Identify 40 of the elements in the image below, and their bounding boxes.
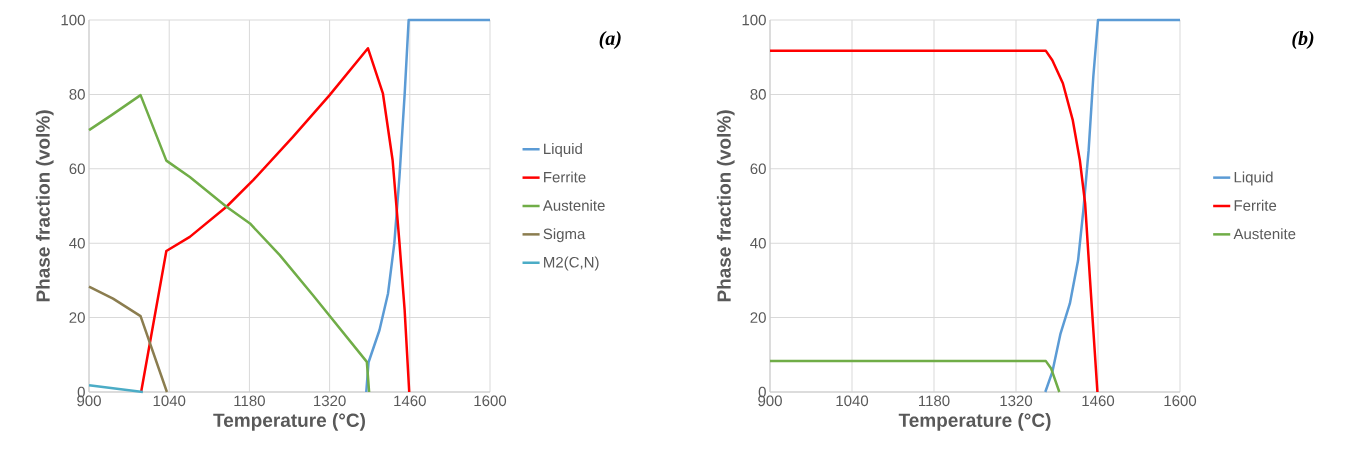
line-series (87, 285, 169, 394)
x-tick-label: 1460 (394, 395, 426, 407)
x-tick-label: 1320 (314, 395, 346, 407)
text: (a) (599, 30, 621, 50)
x-tick-label: 1040 (836, 395, 869, 407)
x-tick-label: 1180 (919, 395, 950, 407)
y-tick-label: 40 (69, 237, 85, 249)
legend-label: Liquid (544, 143, 582, 158)
legend-label: Austenite (542, 199, 605, 211)
legend-label: Ferrite (544, 171, 586, 183)
line-series (1044, 18, 1182, 394)
y-tick-label: 60 (69, 163, 85, 175)
y-tick-label: 100 (61, 14, 85, 26)
line-series (139, 47, 411, 394)
y-tick-label: 80 (750, 89, 766, 100)
x-tick-label: 1320 (1000, 395, 1033, 407)
x-axis-title: Temperature (°C) (213, 413, 365, 431)
y-axis-title: Phase fraction (vol%) (716, 110, 735, 302)
x-tick-label: 1600 (474, 395, 507, 407)
y-tick-label: 40 (750, 237, 766, 249)
x-tick-label: 1040 (153, 395, 186, 407)
x-tick-label: 1600 (1164, 395, 1197, 407)
y-tick-label: 80 (69, 89, 85, 100)
x-axis-title: Temperature (°C) (898, 413, 1051, 431)
text: (b) (1292, 30, 1314, 50)
x-tick-label: 1180 (234, 395, 265, 407)
legend-label: Sigma (543, 228, 586, 243)
legend-label: Ferrite (1234, 199, 1277, 211)
line-series (87, 93, 371, 394)
x-tick-label: 1460 (1082, 395, 1115, 407)
line-series (768, 49, 1099, 394)
y-tick-label: 100 (742, 14, 766, 26)
y-tick-label: 20 (750, 312, 766, 323)
legend-label: M2(C,N) (544, 256, 599, 271)
legend-label: Liquid (1234, 171, 1273, 186)
y-tick-label: 20 (69, 312, 85, 323)
line-series (365, 18, 492, 394)
legend-label: Austenite (1233, 228, 1296, 240)
y-axis-title: Phase fraction (vol%) (35, 110, 54, 302)
y-tick-label: 60 (750, 163, 766, 175)
